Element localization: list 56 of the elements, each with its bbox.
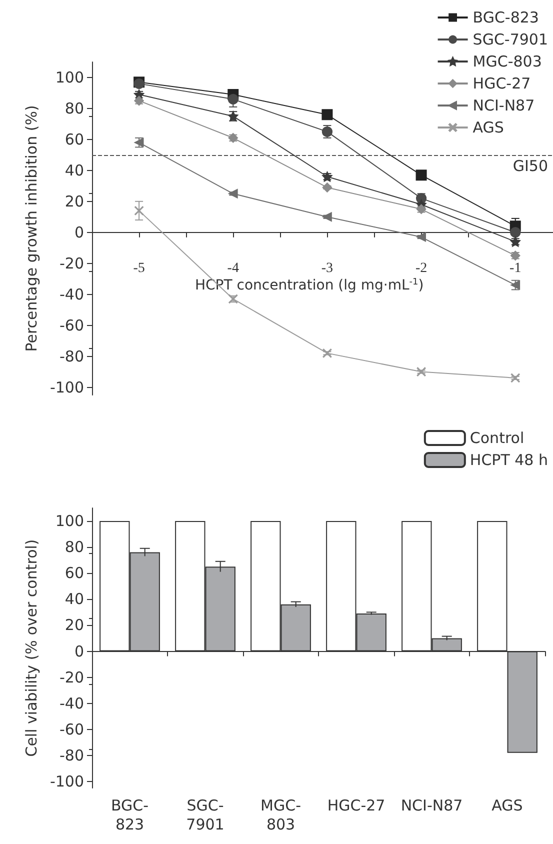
y-tick-label: 40 bbox=[64, 590, 84, 608]
y-tick-label: 20 bbox=[64, 616, 84, 634]
y-tick-label: 100 bbox=[55, 68, 84, 86]
point bbox=[228, 188, 238, 198]
y-tick-label: 80 bbox=[64, 538, 84, 556]
x-tick-label: MGC- 803 bbox=[260, 796, 301, 834]
y-tick-label: 100 bbox=[55, 512, 84, 530]
point bbox=[510, 373, 520, 382]
legend-label: Control bbox=[470, 429, 524, 447]
legend-label: HCPT 48 h bbox=[470, 451, 548, 469]
legend-label: BGC-823 bbox=[472, 8, 539, 26]
y-tick-label: 80 bbox=[64, 99, 84, 118]
legend-label: NCI-N87 bbox=[472, 96, 535, 114]
y-tick-label: 60 bbox=[64, 130, 84, 148]
point bbox=[416, 170, 427, 181]
x-tick-label: AGS bbox=[492, 796, 523, 814]
x-tick-label: -4 bbox=[227, 260, 239, 276]
y-tick-label: 0 bbox=[74, 642, 84, 660]
y-tick-label: -20 bbox=[60, 668, 84, 686]
y-tick-label: -80 bbox=[60, 347, 84, 366]
point bbox=[134, 206, 144, 216]
y-tick-label: -60 bbox=[60, 316, 84, 334]
point bbox=[416, 232, 426, 242]
x-tick-label: HGC-27 bbox=[327, 796, 386, 814]
legend-label: SGC-7901 bbox=[472, 30, 548, 48]
x-tick-label: -3 bbox=[321, 260, 334, 276]
point bbox=[322, 109, 333, 120]
x-tick-label: BGC- 823 bbox=[110, 796, 149, 834]
y-tick-label: -100 bbox=[50, 772, 84, 790]
point bbox=[322, 348, 332, 358]
x-tick-label: NCI-N87 bbox=[400, 796, 463, 814]
y-axis-title: Percentage growth inhibition (%) bbox=[22, 105, 41, 352]
x-tick-label: -2 bbox=[415, 260, 428, 276]
y-tick-label: -40 bbox=[60, 694, 84, 712]
point bbox=[228, 94, 238, 104]
legend-label: AGS bbox=[472, 118, 504, 136]
y-tick-label: -20 bbox=[60, 254, 84, 272]
y-tick-label: 20 bbox=[64, 192, 84, 210]
y-axis-title: Cell viability (% over control) bbox=[22, 539, 41, 757]
y-tick-label: -60 bbox=[60, 720, 84, 738]
y-tick-label: -40 bbox=[60, 285, 84, 304]
y-tick-label: -100 bbox=[50, 378, 84, 396]
y-tick-label: 0 bbox=[74, 223, 84, 242]
y-tick-label: 40 bbox=[64, 161, 84, 180]
point bbox=[322, 182, 332, 192]
y-tick-label: -80 bbox=[60, 746, 84, 764]
x-tick-label: -1 bbox=[510, 260, 522, 276]
legend-label: HGC-27 bbox=[472, 74, 531, 92]
y-tick-label: 60 bbox=[64, 564, 84, 582]
x-tick-label: -5 bbox=[133, 260, 145, 276]
ref-line-label: GI50 bbox=[512, 156, 548, 175]
point bbox=[322, 212, 332, 222]
point bbox=[510, 227, 521, 238]
point bbox=[416, 367, 426, 376]
legend-label: MGC-803 bbox=[472, 52, 542, 70]
x-tick-label: SGC- 7901 bbox=[186, 796, 224, 834]
